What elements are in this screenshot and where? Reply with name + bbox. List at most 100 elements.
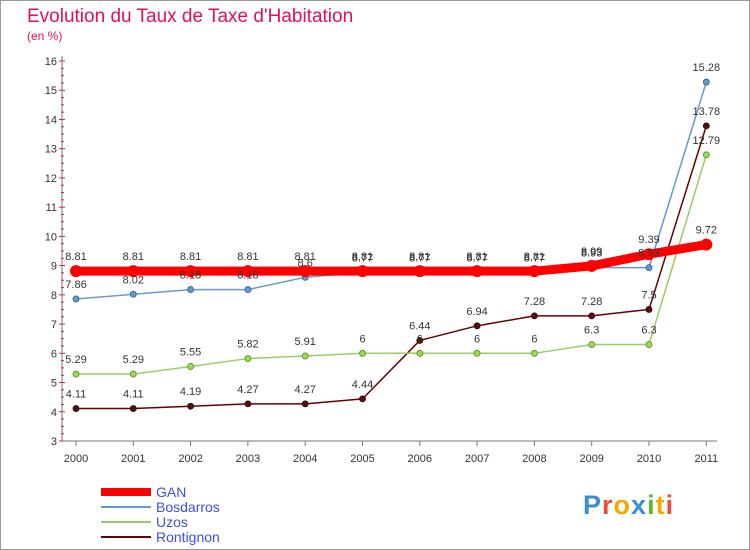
data-label: 4.27 [237, 384, 258, 396]
data-label: 6.44 [409, 320, 430, 332]
data-point [129, 370, 137, 378]
y-tick-label: 13 [45, 144, 57, 156]
data-label: 5.82 [237, 339, 258, 351]
data-label: 13.78 [693, 106, 721, 118]
legend-swatch [101, 521, 151, 523]
data-point [72, 295, 80, 303]
x-tick-label: 2005 [350, 453, 374, 465]
logo-letter: i [647, 490, 656, 520]
logo-letter: r [602, 490, 614, 520]
data-point [531, 312, 538, 320]
legend-swatch [101, 506, 151, 508]
data-label: 8.77 [466, 252, 487, 264]
series-layer [70, 78, 713, 412]
y-tick-label: 3 [51, 436, 57, 448]
data-label: 6.3 [584, 325, 599, 337]
data-label: 4.11 [66, 389, 87, 401]
data-label: 4.11 [123, 389, 144, 401]
legend-label: Uzos [156, 514, 188, 530]
data-point [588, 312, 596, 320]
data-point [700, 238, 713, 251]
data-point [70, 265, 82, 278]
data-point [359, 349, 366, 357]
series-line [71, 240, 711, 276]
data-point [702, 122, 710, 130]
x-tick-label: 2011 [694, 453, 718, 465]
data-label: 5.29 [123, 354, 144, 366]
series-uzos [72, 151, 710, 378]
data-label: 4.19 [180, 386, 201, 398]
data-point [301, 400, 309, 408]
data-point [528, 265, 541, 278]
data-point [187, 402, 195, 410]
data-label: 8.81 [65, 251, 86, 263]
data-label: 8.77 [524, 252, 545, 264]
data-label: 8.81 [294, 251, 315, 263]
x-tick-label: 2007 [465, 453, 489, 465]
y-tick-label: 4 [51, 407, 57, 419]
y-tick-label: 5 [51, 378, 57, 390]
data-point [244, 355, 252, 362]
data-label: 8.81 [409, 251, 430, 263]
data-point [645, 264, 653, 272]
data-label: 5.55 [180, 346, 201, 358]
data-label: 8.6 [298, 257, 313, 269]
data-label: 8.18 [180, 270, 201, 282]
data-point [702, 78, 710, 86]
data-label: 4.27 [294, 384, 315, 396]
data-label: 8.77 [409, 252, 430, 264]
x-tick-label: 2010 [637, 453, 661, 465]
data-labels: 8.81 8.81 8.81 8.81 8.81 8.81 8.81 8.81 8.81 8.99… [65, 62, 720, 401]
y-tick-label: 8 [51, 290, 57, 302]
data-label: 6 [474, 333, 480, 345]
y-tick-label: 16 [45, 56, 57, 68]
logo-letter: x [631, 490, 648, 520]
data-label: 8.81 [123, 251, 144, 263]
data-point [416, 337, 424, 344]
data-label: 7.28 [524, 296, 545, 308]
legend-label: Rontignon [156, 529, 220, 545]
data-label: 7.5 [641, 289, 656, 301]
logo-letter: i [665, 490, 675, 520]
data-label: 8.93 [581, 248, 602, 260]
data-point [416, 349, 424, 357]
data-point [129, 405, 137, 412]
data-label: 8.81 [524, 251, 545, 263]
data-point [356, 265, 369, 278]
data-label: 8.81 [237, 251, 258, 263]
data-point [645, 341, 653, 348]
data-label: 8.81 [466, 251, 487, 263]
data-point [301, 352, 309, 360]
y-tick-label: 10 [45, 231, 57, 243]
y-tick-label: 6 [51, 348, 57, 360]
y-tick-label: 12 [45, 173, 57, 185]
data-label: 6 [417, 333, 423, 345]
data-label: 5.29 [65, 354, 86, 366]
data-point [184, 265, 197, 278]
data-label: 8.02 [123, 274, 144, 286]
data-label: 4.44 [352, 379, 373, 391]
data-point [72, 405, 80, 412]
x-tick-label: 2003 [236, 453, 260, 465]
y-tick-label: 14 [45, 114, 57, 126]
data-point [585, 259, 598, 272]
data-label: 15.28 [693, 62, 721, 74]
data-label: 8.81 [180, 251, 201, 263]
proxiti-logo: Proxiti [583, 490, 674, 521]
legend-swatch [101, 536, 151, 538]
data-point [299, 265, 312, 278]
data-point [187, 286, 195, 293]
logo-letter: P [583, 490, 603, 520]
data-point [241, 265, 254, 278]
y-tick-label: 15 [45, 85, 57, 97]
x-tick-label: 2008 [522, 453, 546, 465]
x-tick-label: 2009 [579, 453, 603, 465]
axes: 3 4 5 6 7 8 9 10 11 12 13 14 15 16 2000 2001 2002 2003 200… [45, 56, 718, 465]
series-line [75, 154, 708, 375]
data-label: 6.94 [466, 306, 487, 318]
data-point [473, 322, 481, 330]
data-point [471, 265, 484, 278]
data-label: 7.86 [65, 279, 86, 291]
